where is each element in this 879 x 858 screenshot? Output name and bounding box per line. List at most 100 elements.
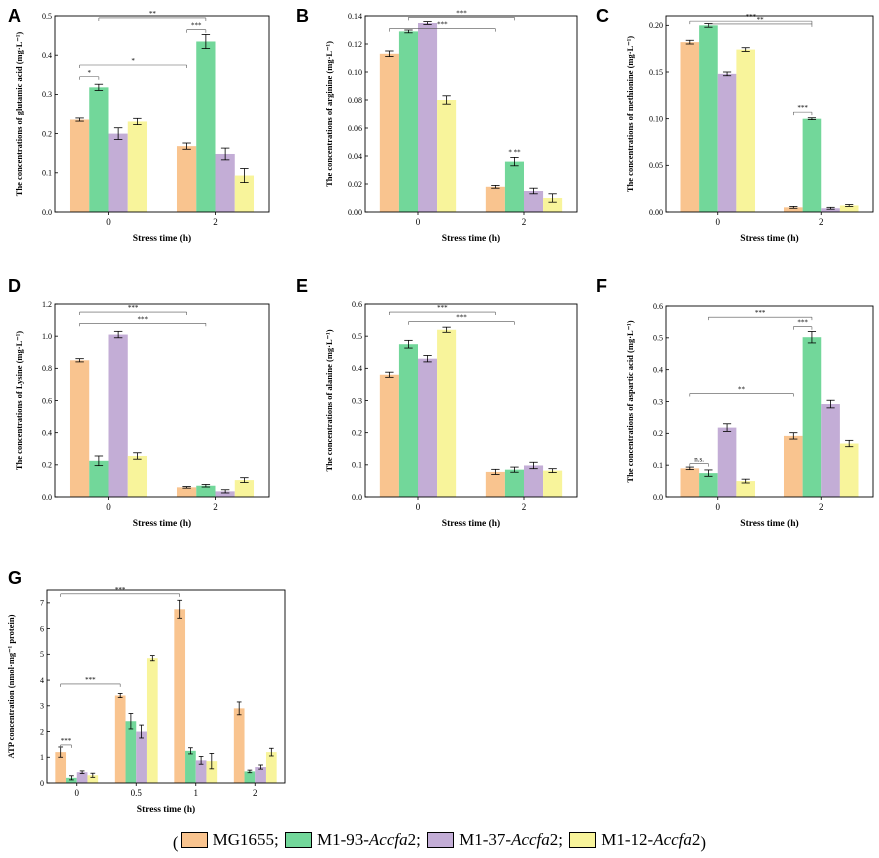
y-tick-label: 0.10: [348, 68, 362, 77]
series-MG1655: [379, 371, 505, 497]
y-tick-label: 0.02: [348, 180, 362, 189]
y-tick-label: 0.2: [653, 429, 663, 438]
legend-swatch: [427, 832, 455, 848]
significance-label: *: [87, 69, 91, 77]
y-tick-label: 0.0: [42, 208, 52, 217]
legend-label: M1-37-Accfa2;: [459, 830, 563, 849]
y-tick-label: 0.00: [649, 208, 663, 217]
panel-label: C: [596, 6, 609, 26]
panel-label: G: [8, 568, 22, 588]
x-tick-label: 2: [213, 217, 218, 227]
y-tick-label: 0.14: [348, 12, 362, 21]
bar: [736, 49, 756, 212]
significance-label: ***: [746, 13, 757, 21]
x-tick-label: 2: [522, 502, 527, 512]
y-tick-label: 0.04: [348, 152, 362, 161]
y-tick-label: 0.0: [352, 493, 362, 502]
significance-label: ***: [797, 104, 808, 112]
y-tick-label: 0.3: [42, 90, 52, 99]
significance-label: *: [131, 57, 135, 65]
panel-g: G 0 1 2 3 4 5 6 7 0 0.5 1 2 Stress time (h) ATP concen…: [6, 568, 286, 815]
y-tick-label: 0.4: [352, 364, 362, 373]
significance-label: ***: [115, 586, 126, 594]
bar: [234, 175, 255, 212]
y-tick-label: 0.1: [653, 461, 663, 470]
y-tick-label: 0.4: [653, 365, 663, 374]
y-tick-label: 1.0: [42, 332, 52, 341]
series-M1-12-Accfa2: [437, 95, 563, 212]
bar: [821, 404, 840, 497]
y-tick-label: 0.4: [42, 51, 52, 60]
series-M1-37-Accfa2: [108, 330, 235, 497]
bar: [233, 708, 245, 783]
panel-label: A: [8, 6, 21, 26]
series-M1-12-Accfa2: [736, 47, 859, 212]
x-tick-label: 2: [819, 502, 824, 512]
x-tick-label: 2: [213, 502, 218, 512]
bar: [437, 329, 457, 497]
series-M1-37-Accfa2: [418, 355, 544, 497]
bar: [680, 42, 700, 213]
y-tick-label: 0.5: [653, 334, 663, 343]
bar: [195, 760, 207, 783]
series-MG1655: [379, 50, 505, 212]
y-axis-title: The concentrations of glutamic acid (mg·…: [14, 32, 24, 197]
bar: [821, 208, 840, 212]
y-tick-label: 3: [40, 702, 44, 711]
bar: [543, 470, 563, 497]
bar: [839, 205, 859, 212]
legend-swatch: [569, 832, 597, 848]
bar: [418, 358, 438, 497]
bar: [136, 731, 147, 783]
bar: [206, 761, 218, 783]
y-tick-label: 0.2: [42, 461, 52, 470]
bar: [437, 100, 457, 212]
y-tick-label: 0.06: [348, 124, 362, 133]
bar: [680, 468, 700, 497]
bar: [524, 191, 544, 212]
y-tick-label: 0.6: [653, 302, 663, 311]
bar: [87, 775, 99, 783]
series-M1-12-Accfa2: [127, 452, 255, 497]
legend-paren-close: ): [700, 833, 707, 852]
y-tick-label: 0.0: [653, 493, 663, 502]
panel-label: E: [296, 276, 308, 296]
bar: [783, 435, 803, 497]
series-MG1655: [680, 39, 803, 213]
panel-f: F 0.0 0.1 0.2 0.3 0.4 0.5 0.6 0 2 Stress time (h) T…: [596, 276, 874, 529]
bar: [196, 41, 216, 213]
y-tick-label: 1.2: [42, 300, 52, 309]
series-M1-37-Accfa2: [108, 127, 235, 212]
series-M1-37-Accfa2: [717, 71, 840, 212]
legend-label: MG1655;: [212, 830, 279, 849]
plot-frame: [54, 15, 270, 213]
x-tick-label: 0: [416, 502, 421, 512]
panel-c: C 0.00 0.05 0.10 0.15 0.20 0 2 Stress time (h) Th…: [596, 6, 874, 244]
y-tick-label: 6: [40, 624, 44, 633]
y-tick-label: 0.4: [42, 428, 52, 437]
bar: [125, 721, 137, 783]
y-tick-label: 0.2: [42, 129, 52, 138]
significance-label: **: [757, 16, 765, 24]
bar: [783, 207, 803, 212]
legend-swatch: [284, 832, 312, 848]
bar: [839, 443, 859, 497]
series-M1-37-Accfa2: [76, 724, 266, 783]
legend-label: M1-93-Accfa2;: [316, 830, 421, 849]
bar: [379, 53, 399, 212]
panel-label: B: [296, 6, 309, 26]
bar: [176, 146, 197, 212]
panel-a: A 0.0 0.1 0.2 0.3 0.4 0.5 0 2 Stress time (h) The …: [8, 6, 270, 244]
bar: [76, 772, 88, 783]
series-M1-93-Accfa2: [66, 713, 256, 783]
y-tick-label: 4: [40, 676, 44, 685]
bar: [485, 471, 505, 497]
y-tick-label: 0.00: [348, 208, 362, 217]
bar: [176, 487, 197, 497]
significance-label: ***: [456, 9, 467, 17]
series-M1-37-Accfa2: [418, 21, 544, 212]
y-axis-title: The concentrations of aspartic acid (mg·…: [625, 320, 635, 482]
significance-label: ***: [755, 309, 766, 317]
significance-label: ***: [137, 315, 148, 323]
bar: [215, 491, 235, 497]
